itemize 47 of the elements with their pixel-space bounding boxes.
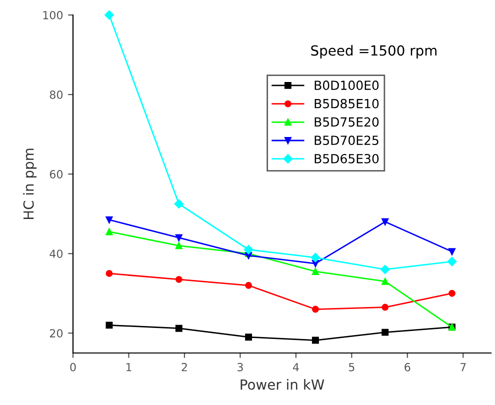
x-tick-label: 3 xyxy=(238,362,243,372)
annotation: Speed =1500 rpm xyxy=(311,45,436,58)
y-tick-label: 80 xyxy=(50,90,63,99)
point xyxy=(175,234,182,242)
legend-label: B5D75E20 xyxy=(314,117,379,127)
point xyxy=(106,322,113,329)
point xyxy=(382,218,389,226)
point xyxy=(382,304,389,311)
point xyxy=(310,252,320,262)
point xyxy=(106,228,113,236)
point xyxy=(448,290,456,297)
y-tick-label: 40 xyxy=(50,250,63,258)
point xyxy=(106,270,113,277)
point xyxy=(245,252,252,260)
point xyxy=(382,328,389,336)
point xyxy=(244,244,254,254)
point xyxy=(245,334,252,341)
point xyxy=(312,336,319,344)
point xyxy=(175,242,182,250)
legend-label: B0D100E0 xyxy=(314,80,379,90)
x-tick-label: 1 xyxy=(126,363,132,372)
x-tick-label: 2 xyxy=(182,362,187,372)
x-tick-label: 0 xyxy=(70,362,76,372)
x-tick-label: 4 xyxy=(292,363,299,372)
legend-label: B5D85E10 xyxy=(314,98,379,108)
point xyxy=(106,216,113,224)
point xyxy=(312,268,319,275)
y-tick-label: 60 xyxy=(50,170,63,178)
point xyxy=(380,264,390,274)
point xyxy=(245,282,252,289)
x-tick-label: 5 xyxy=(348,363,354,372)
point xyxy=(174,199,184,209)
point xyxy=(382,278,389,285)
y-tick-label: 100 xyxy=(43,10,63,20)
legend-label: B5D65E30 xyxy=(314,154,379,164)
point xyxy=(312,306,319,313)
x-tick-label: 6 xyxy=(404,362,410,372)
point xyxy=(175,276,182,283)
point xyxy=(448,248,456,256)
x-axis-title: Power in kW xyxy=(240,379,324,390)
x-tick-label: 7 xyxy=(460,363,466,372)
point xyxy=(447,256,457,266)
point xyxy=(104,10,114,20)
y-tick-label: 20 xyxy=(50,329,63,338)
legend-label: B5D70E25 xyxy=(314,136,378,146)
y-axis-title: HC in ppm xyxy=(23,148,37,220)
point xyxy=(175,324,182,332)
